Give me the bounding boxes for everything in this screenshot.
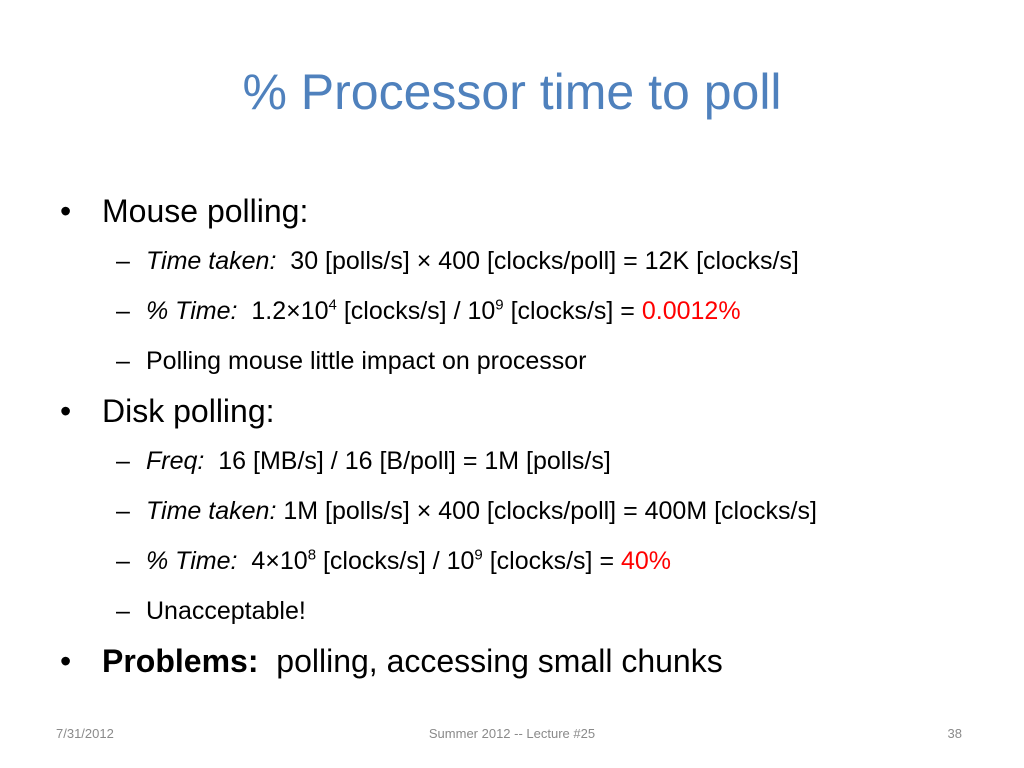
formula-exponent: 9: [495, 296, 504, 314]
subbullet-text: Polling mouse little impact on processor: [146, 347, 587, 375]
bullet-label: Mouse polling:: [102, 193, 309, 229]
formula-tail: [clocks/s] =: [482, 547, 621, 575]
formula-exponent: 4: [328, 296, 337, 314]
subbullet-label: Time taken:: [146, 247, 277, 275]
subbullet-disk-time-taken: – Time taken: 1M [polls/s] × 400 [clocks…: [116, 488, 1010, 534]
subbullet-label: Freq:: [146, 447, 205, 475]
subbullet-label: Time taken:: [146, 497, 277, 525]
bullet-text: polling, accessing small chunks: [276, 643, 723, 679]
bullet-problems: • Problems: polling, accessing small chu…: [60, 638, 1010, 684]
formula-exponent: 9: [474, 546, 483, 564]
dash-icon: –: [116, 347, 130, 375]
subbullet-text: 30 [polls/s] × 400 [clocks/poll] = 12K […: [290, 247, 799, 275]
subbullet-mouse-note: – Polling mouse little impact on process…: [116, 338, 1010, 384]
bullet-mouse-polling: • Mouse polling:: [60, 188, 1010, 234]
formula-tail: [clocks/s] =: [503, 297, 642, 325]
dash-icon: –: [116, 297, 130, 325]
bullet-icon: •: [60, 193, 72, 229]
subbullet-disk-note: – Unacceptable!: [116, 588, 1010, 634]
dash-icon: –: [116, 247, 130, 275]
subbullet-text: Unacceptable!: [146, 597, 306, 625]
dash-icon: –: [116, 547, 130, 575]
dash-icon: –: [116, 497, 130, 525]
dash-icon: –: [116, 597, 130, 625]
subbullet-disk-pct-time: – % Time: 4×108 [clocks/s] / 109 [clocks…: [116, 538, 1010, 584]
formula-base: 1.2×10: [251, 297, 329, 325]
subbullet-label: % Time:: [146, 547, 238, 575]
bullet-icon: •: [60, 643, 72, 679]
subbullet-mouse-pct-time: – % Time: 1.2×104 [clocks/s] / 109 [cloc…: [116, 288, 1010, 334]
formula-middle: [clocks/s] / 10: [336, 297, 496, 325]
footer-date: 7/31/2012: [56, 726, 114, 741]
subbullet-disk-freq: – Freq: 16 [MB/s] / 16 [B/poll] = 1M [po…: [116, 438, 1010, 484]
slide-title: % Processor time to poll: [242, 64, 782, 120]
formula-exponent: 8: [307, 546, 317, 564]
formula-base: 4×10: [251, 547, 308, 575]
dash-icon: –: [116, 447, 130, 475]
subbullet-text: 16 [MB/s] / 16 [B/poll] = 1M [polls/s]: [218, 447, 611, 475]
footer-page-number: 38: [947, 726, 962, 741]
result-highlight: 40%: [621, 547, 672, 575]
slide-content: • Mouse polling: – Time taken: 30 [polls…: [60, 188, 1010, 688]
bullet-icon: •: [60, 393, 72, 429]
subbullet-mouse-time-taken: – Time taken: 30 [polls/s] × 400 [clocks…: [116, 238, 1010, 284]
footer-lecture: Summer 2012 -- Lecture #25: [428, 726, 596, 741]
subbullet-label: % Time:: [146, 297, 238, 325]
result-highlight: 0.0012%: [641, 297, 741, 325]
bullet-label: Problems:: [102, 643, 259, 679]
formula-middle: [clocks/s] / 10: [316, 547, 475, 575]
bullet-label: Disk polling:: [102, 393, 275, 429]
bullet-disk-polling: • Disk polling:: [60, 388, 1010, 434]
subbullet-text: 1M [polls/s] × 400 [clocks/poll] = 400M …: [283, 497, 817, 525]
